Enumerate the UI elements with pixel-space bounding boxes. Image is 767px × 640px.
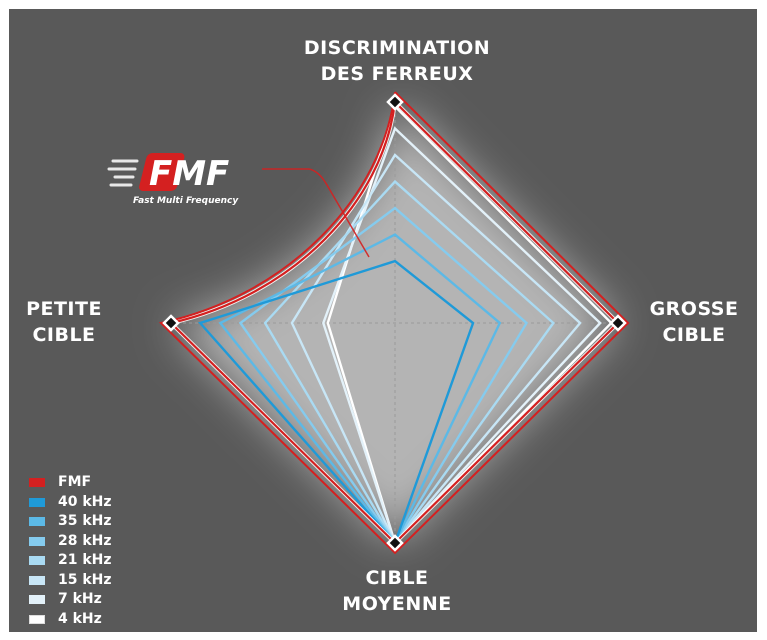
axis-label-bottom: CIBLE MOYENNE: [297, 565, 497, 617]
chart-frame: DISCRIMINATION DES FERREUX GROSSE CIBLE …: [9, 9, 757, 632]
legend-label: FMF: [58, 474, 92, 491]
axis-label-line: CIBLE: [365, 567, 429, 589]
legend-swatch: [29, 614, 45, 624]
legend-label: 15 kHz: [58, 571, 112, 588]
legend-item: FMF: [29, 473, 112, 493]
legend-item: 15 kHz: [29, 571, 112, 591]
legend-item: 4 kHz: [29, 610, 112, 630]
legend-swatch: [29, 575, 45, 585]
axis-label-line: GROSSE: [649, 298, 739, 320]
logo-connector-line: [262, 168, 370, 258]
vertex-marker-top: [386, 93, 404, 111]
logo-speed-lines: [107, 159, 139, 187]
legend-swatch: [29, 595, 45, 605]
chart-grid: [171, 102, 618, 543]
legend-item: 21 kHz: [29, 551, 112, 571]
vertex-marker-right: [609, 314, 627, 332]
chart-legend: FMF 40 kHz 35 kHz 28 kHz 21 kHz 15 kHz 7 kHz 4 …: [29, 473, 112, 629]
legend-swatch: [29, 478, 45, 488]
fmf-logo: FMF Fast Multi Frequency: [107, 153, 239, 206]
legend-label: 28 kHz: [58, 532, 112, 549]
axis-label-right: GROSSE CIBLE: [634, 296, 754, 348]
logo-red-block: [139, 153, 185, 191]
logo-connector: [262, 168, 370, 258]
axis-label-line: CIBLE: [662, 324, 726, 346]
logo-text: FMF: [149, 154, 229, 194]
legend-swatch: [29, 536, 45, 546]
legend-item: 40 kHz: [29, 493, 112, 513]
radar-chart: [158, 91, 630, 555]
legend-item: 35 kHz: [29, 512, 112, 532]
legend-label: 4 kHz: [58, 610, 102, 627]
axis-label-left: PETITE CIBLE: [9, 296, 119, 348]
logo-subtitle: Fast Multi Frequency: [133, 196, 239, 206]
legend-swatch: [29, 556, 45, 566]
axis-label-line: DES FERREUX: [320, 63, 474, 85]
legend-label: 7 kHz: [58, 591, 102, 608]
axis-label-top: DISCRIMINATION DES FERREUX: [247, 35, 547, 87]
legend-item: 28 kHz: [29, 532, 112, 552]
legend-swatch: [29, 497, 45, 507]
axis-label-line: PETITE: [26, 298, 102, 320]
legend-label: 21 kHz: [58, 552, 112, 569]
legend-item: 7 kHz: [29, 590, 112, 610]
vertex-marker-left: [162, 314, 180, 332]
legend-label: 40 kHz: [58, 493, 112, 510]
legend-label: 35 kHz: [58, 513, 112, 530]
axis-label-line: DISCRIMINATION: [303, 37, 491, 59]
axis-label-line: CIBLE: [32, 324, 96, 346]
vertex-marker-bottom: [386, 534, 404, 552]
chart-vertices: [162, 93, 627, 552]
legend-swatch: [29, 517, 45, 527]
axis-label-line: MOYENNE: [342, 593, 452, 615]
